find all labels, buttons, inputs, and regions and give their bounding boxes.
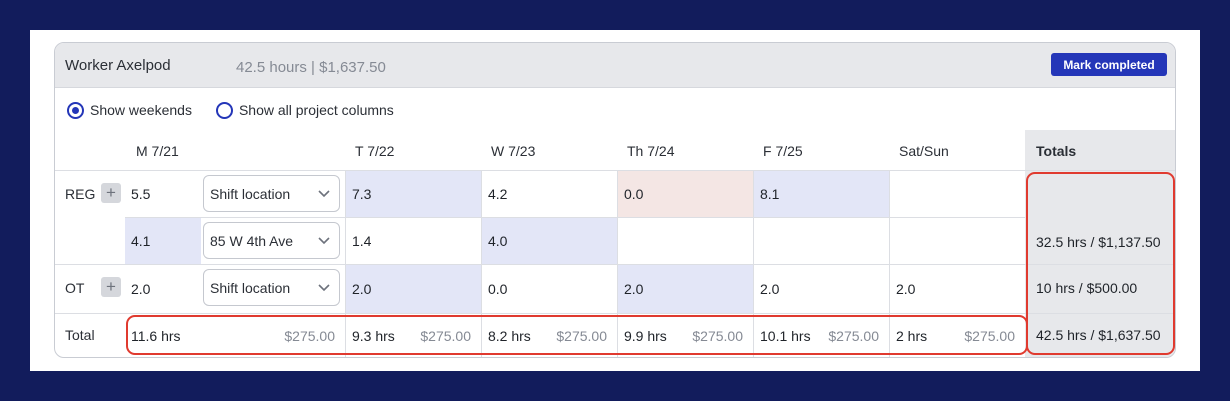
totals-column — [1025, 130, 1175, 357]
highlight-daily-totals — [126, 315, 1028, 355]
ot-fri-cell[interactable]: 2.0 — [760, 281, 780, 297]
total-weekend-hours: 2 hrs — [896, 328, 928, 344]
ot-mon-cell[interactable]: 2.0 — [131, 281, 151, 297]
total-fri: 10.1 hrs $275.00 — [760, 313, 889, 357]
reg2-weekend-cell[interactable] — [890, 218, 1025, 264]
add-reg-shift-button[interactable]: + — [101, 183, 121, 203]
shift-location-select[interactable]: Shift location — [203, 269, 340, 306]
reg-row-label: REG — [65, 186, 96, 202]
col-header-fri: F 7/25 — [763, 143, 803, 159]
show-all-columns-radio[interactable] — [215, 101, 233, 119]
reg-mon-cell[interactable]: 5.5 — [131, 186, 151, 202]
highlight-totals-column — [1026, 172, 1175, 355]
total-thu-amount: $275.00 — [692, 328, 743, 344]
chevron-down-icon — [318, 190, 330, 198]
total-thu: 9.9 hrs $275.00 — [624, 313, 753, 357]
reg2-thu-cell[interactable] — [618, 218, 753, 264]
grid-line — [55, 313, 1175, 314]
card-header: Worker Axelpod 42.5 hours | $1,637.50 Ma… — [55, 43, 1175, 88]
reg-tue-cell[interactable]: 7.3 — [346, 171, 481, 217]
total-wed-amount: $275.00 — [556, 328, 607, 344]
reg-weekend-cell[interactable] — [890, 171, 1025, 217]
reg2-wed-cell[interactable]: 4.0 — [482, 218, 617, 264]
grid-line — [345, 170, 346, 357]
shift-location-select[interactable]: Shift location — [203, 175, 340, 212]
chevron-down-icon — [318, 284, 330, 292]
hours-summary: 42.5 hours | $1,637.50 — [236, 59, 386, 76]
worker-name: Worker Axelpod — [65, 57, 171, 74]
total-fri-hours: 10.1 hrs — [760, 328, 811, 344]
total-mon-hours: 11.6 hrs — [131, 328, 181, 344]
total-weekend-amount: $275.00 — [964, 328, 1015, 344]
grand-total-value: 42.5 hrs / $1,637.50 — [1036, 327, 1161, 343]
total-thu-hours: 9.9 hrs — [624, 328, 667, 344]
show-weekends-option[interactable]: Show weekends — [67, 101, 192, 119]
reg-totals-value: 32.5 hrs / $1,137.50 — [1036, 234, 1161, 250]
add-ot-shift-button[interactable]: + — [101, 277, 121, 297]
total-fri-amount: $275.00 — [828, 328, 879, 344]
reg-fri-cell[interactable]: 8.1 — [754, 171, 889, 217]
total-mon: 11.6 hrs $275.00 — [131, 313, 345, 357]
show-all-columns-label: Show all project columns — [238, 102, 394, 118]
reg2-fri-cell[interactable] — [754, 218, 889, 264]
ot-thu-cell[interactable]: 2.0 — [618, 265, 753, 313]
ot-wed-cell[interactable]: 0.0 — [488, 281, 508, 297]
ot-totals-value: 10 hrs / $500.00 — [1036, 280, 1138, 296]
total-row-label: Total — [65, 327, 95, 343]
total-mon-amount: $275.00 — [284, 328, 335, 344]
total-tue: 9.3 hrs $275.00 — [352, 313, 481, 357]
grid-line — [481, 170, 482, 357]
ot-weekend-cell[interactable]: 2.0 — [896, 281, 916, 297]
show-weekends-label: Show weekends — [90, 102, 192, 118]
col-header-thu: Th 7/24 — [627, 143, 675, 159]
grid-line — [55, 264, 1175, 265]
chevron-down-icon — [318, 237, 330, 245]
ot-tue-cell[interactable]: 2.0 — [346, 265, 481, 313]
col-header-totals: Totals — [1036, 143, 1077, 159]
shift-location-select[interactable]: 85 W 4th Ave — [203, 222, 340, 259]
total-tue-amount: $275.00 — [420, 328, 471, 344]
col-header-weekend: Sat/Sun — [899, 143, 949, 159]
show-weekends-radio[interactable] — [67, 101, 84, 119]
view-options: Show weekends Show all project columns — [67, 100, 418, 120]
col-header-mon: M 7/21 — [136, 143, 179, 159]
mark-completed-button[interactable]: Mark completed — [1051, 53, 1167, 76]
reg-thu-cell[interactable]: 0.0 — [618, 171, 753, 217]
grid-line — [889, 170, 890, 357]
grid-line — [55, 170, 1175, 171]
show-all-columns-option[interactable]: Show all project columns — [215, 101, 394, 119]
reg2-mon-cell[interactable]: 4.1 — [125, 218, 201, 264]
reg2-tue-cell[interactable]: 1.4 — [352, 233, 372, 249]
shift-location-value: Shift location — [210, 279, 291, 296]
col-header-tue: T 7/22 — [355, 143, 395, 159]
screenshot-frame: Worker Axelpod 42.5 hours | $1,637.50 Ma… — [30, 30, 1200, 371]
grid-line — [125, 217, 1025, 218]
grid-line — [753, 170, 754, 357]
col-header-wed: W 7/23 — [491, 143, 536, 159]
total-wed-hours: 8.2 hrs — [488, 328, 531, 344]
total-weekend: 2 hrs $275.00 — [896, 313, 1025, 357]
total-tue-hours: 9.3 hrs — [352, 328, 395, 344]
grid-line — [617, 170, 618, 357]
timesheet-card: Worker Axelpod 42.5 hours | $1,637.50 Ma… — [54, 42, 1176, 358]
reg-wed-cell[interactable]: 4.2 — [488, 186, 508, 202]
shift-location-value: Shift location — [210, 185, 291, 202]
total-wed: 8.2 hrs $275.00 — [488, 313, 617, 357]
ot-row-label: OT — [65, 280, 85, 296]
shift-location-value: 85 W 4th Ave — [210, 232, 294, 249]
